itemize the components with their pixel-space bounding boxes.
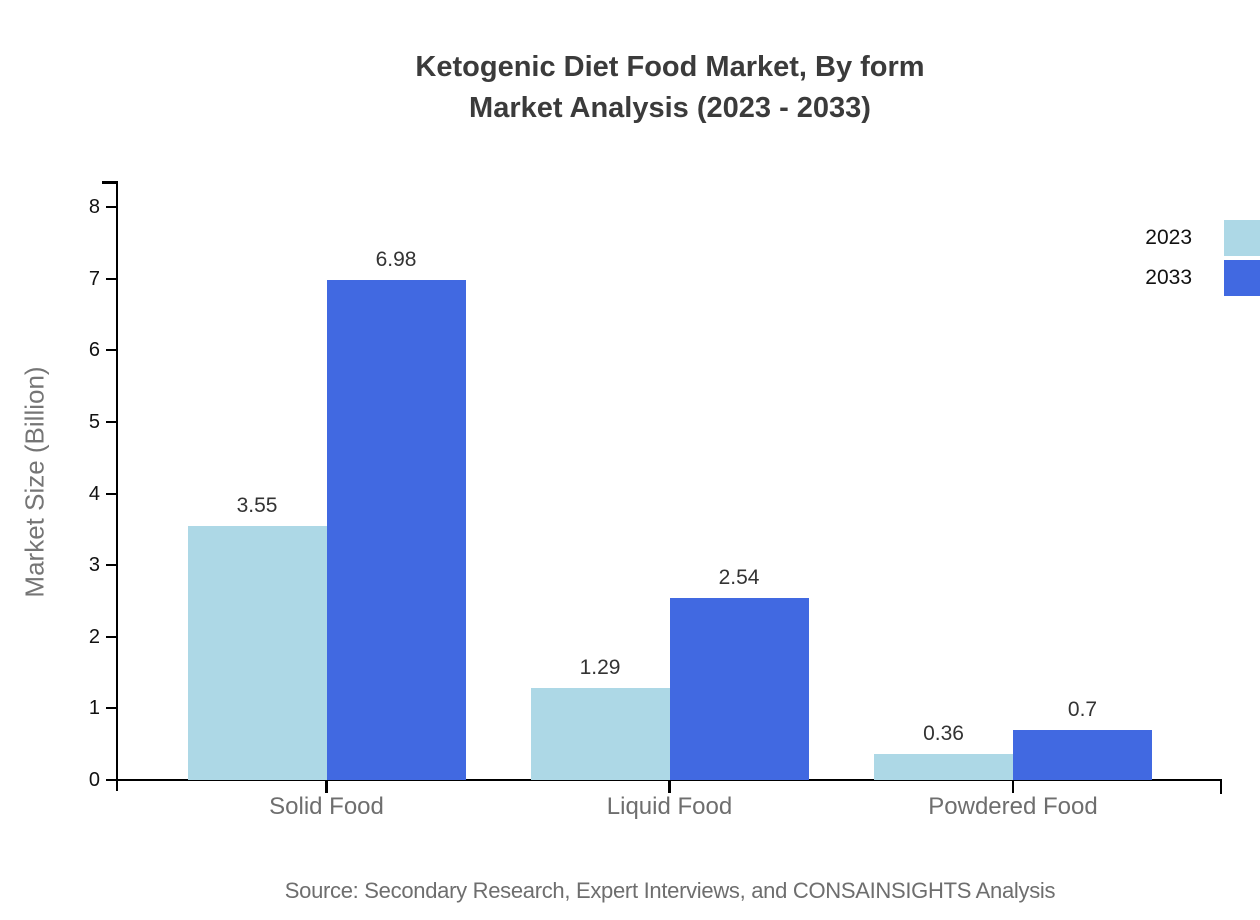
y-tick-label: 5 — [88, 410, 100, 433]
y-axis-spine — [115, 181, 118, 791]
chart-title-line1: Ketogenic Diet Food Market, By form — [415, 51, 925, 83]
bar-solid-food-2033 — [326, 280, 466, 780]
bar-powdered-food-2023 — [874, 754, 1013, 780]
y-tick-mark — [106, 277, 117, 280]
y-tick-label: 2 — [88, 625, 100, 648]
bar-liquid-food-2023 — [530, 687, 670, 780]
y-tick-mark — [106, 635, 117, 638]
y-tick-mark — [106, 564, 117, 567]
bar-solid-food-2023 — [187, 525, 327, 780]
y-tick-mark — [106, 349, 117, 352]
y-axis-top-cap — [102, 181, 118, 184]
category-label: Solid Food — [269, 793, 384, 820]
y-tick-label: 4 — [88, 482, 100, 505]
y-tick-label: 6 — [88, 339, 100, 362]
x-tick-mark — [1011, 780, 1015, 793]
bar-value-label: 2.54 — [718, 566, 760, 590]
legend-label-2023: 2023 — [1145, 226, 1192, 249]
x-tick-mark — [668, 780, 671, 793]
y-tick-label: 8 — [88, 196, 100, 218]
bar-value-label: 0.7 — [1067, 697, 1098, 721]
legend-item-2033: 2033 — [1145, 260, 1260, 296]
legend-item-2023: 2023 — [1145, 220, 1260, 256]
y-tick-mark — [106, 206, 117, 208]
y-tick-label: 3 — [88, 554, 100, 577]
y-tick-label: 7 — [88, 267, 100, 290]
legend-swatch-2033 — [1224, 260, 1260, 296]
y-tick-mark — [106, 779, 117, 781]
chart-title-line2: Market Analysis (2023 - 2033) — [469, 92, 871, 124]
bar-value-label: 0.36 — [923, 722, 964, 746]
legend-swatch-2023 — [1224, 220, 1260, 256]
category-label: Liquid Food — [606, 793, 733, 820]
x-axis-end-cap — [1219, 778, 1222, 794]
y-tick-mark — [106, 492, 117, 495]
legend: 2023 2033 — [1145, 220, 1260, 296]
y-tick-label: 1 — [88, 697, 100, 720]
y-tick-label: 0 — [88, 769, 100, 791]
bar-liquid-food-2033 — [669, 598, 809, 780]
bar-value-label: 6.98 — [375, 248, 417, 272]
bar-value-label: 1.29 — [579, 655, 621, 679]
source-note: Source: Secondary Research, Expert Inter… — [284, 878, 1056, 903]
x-tick-mark — [325, 780, 328, 793]
chart-title: Ketogenic Diet Food Market, By form Mark… — [118, 47, 1222, 129]
category-label: Powdered Food — [928, 793, 1098, 820]
y-tick-mark — [106, 707, 117, 710]
bar-powdered-food-2033 — [1013, 729, 1152, 780]
bar-value-label: 3.55 — [236, 493, 278, 517]
legend-label-2033: 2033 — [1145, 266, 1192, 289]
y-tick-mark — [106, 420, 117, 423]
